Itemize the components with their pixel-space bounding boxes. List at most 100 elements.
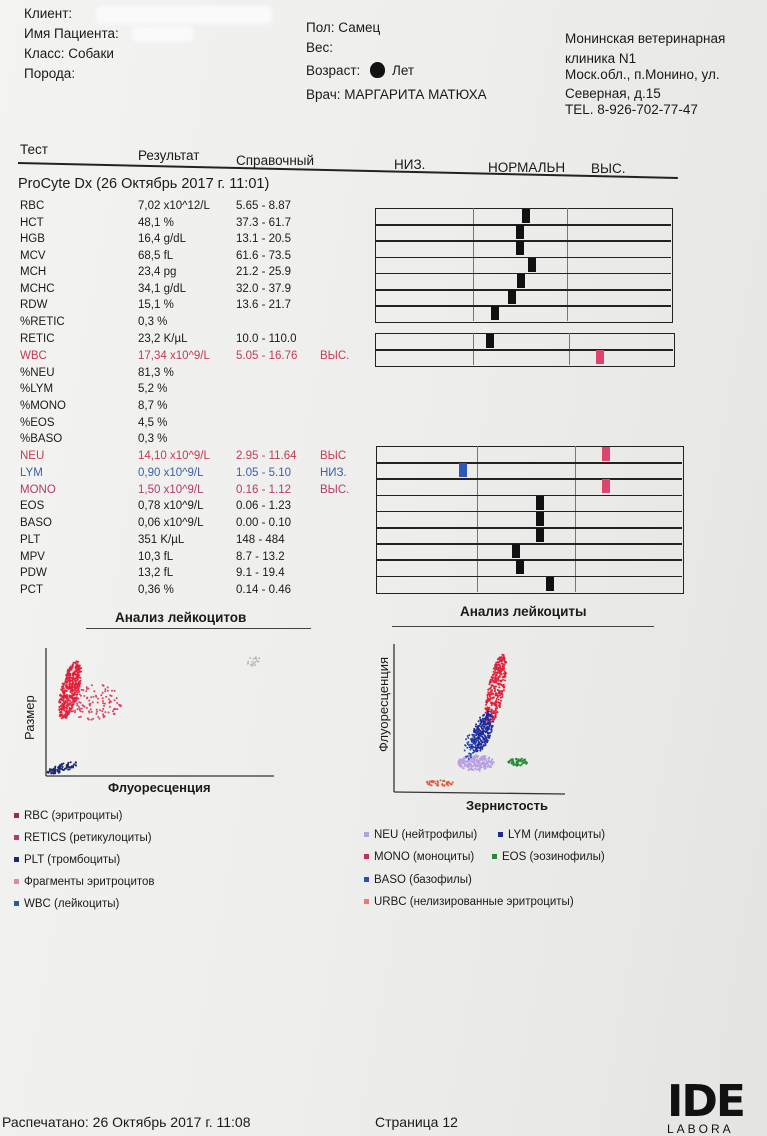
scatter-dot xyxy=(475,723,478,726)
scatter-dot xyxy=(486,714,488,717)
col-test: Тест xyxy=(20,142,48,157)
result-value: 1,50 x10^9/L xyxy=(138,484,204,496)
scatter-dot xyxy=(473,742,476,745)
scatter-dot xyxy=(468,744,470,747)
legend-swatch xyxy=(14,879,19,885)
scatter-dot xyxy=(480,763,483,766)
scatter-dot xyxy=(475,750,478,753)
scatter-dot xyxy=(64,684,67,687)
scatter-dot xyxy=(472,757,474,760)
scatter-dot xyxy=(436,780,439,783)
result-name: PCT xyxy=(20,584,43,596)
redacted-patient xyxy=(132,26,194,42)
scatter-dot xyxy=(457,762,460,765)
scatter-dot xyxy=(89,708,92,711)
scatter-dot xyxy=(486,727,489,730)
scatter-dot xyxy=(101,700,104,703)
scatter-dot xyxy=(64,710,67,713)
scatter-dot xyxy=(488,724,491,727)
result-name: PLT xyxy=(20,534,41,546)
scatter-dot xyxy=(494,715,497,718)
scatter-dot xyxy=(108,705,111,708)
result-reference: 13.6 - 21.7 xyxy=(236,299,291,311)
legend-swatch xyxy=(498,832,503,838)
scatter-dot xyxy=(475,740,478,743)
scatter-dot xyxy=(427,783,430,786)
scatter-dot xyxy=(491,718,494,721)
scatter-dot xyxy=(64,767,66,770)
scatter-dot xyxy=(471,733,474,736)
result-name: MONO xyxy=(20,484,56,496)
range-divider xyxy=(472,208,474,322)
scatter-dot xyxy=(491,678,494,681)
legend-swatch xyxy=(14,813,19,819)
scatter-dot xyxy=(474,737,477,740)
scatter-dot xyxy=(65,690,68,692)
scatter-dot xyxy=(484,744,487,747)
legend-item: URBC (нелизированные эритроциты) xyxy=(364,896,574,908)
range-marker-plt xyxy=(535,528,544,542)
result-reference: 148 - 484 xyxy=(236,534,285,546)
scatter-dot xyxy=(65,712,68,715)
result-value: 0,78 x10^9/L xyxy=(138,500,204,512)
scatter-dot xyxy=(477,739,480,742)
scatter-dot xyxy=(472,765,474,768)
scatter-dot xyxy=(492,692,495,695)
result-name: %EOS xyxy=(20,417,55,429)
scatter-dot xyxy=(501,678,504,681)
scatter-dot xyxy=(468,734,471,737)
scatter-dot xyxy=(484,765,487,768)
col-result: Результат xyxy=(138,148,200,163)
scatter-dot xyxy=(497,675,500,678)
scatter-dot xyxy=(469,764,472,767)
scatter-dot xyxy=(488,722,491,725)
scatter-dot xyxy=(483,734,486,737)
scatter-dot xyxy=(113,699,116,702)
scatter-dot xyxy=(58,706,61,708)
result-value: 81,3 % xyxy=(138,367,174,379)
scatter-dot xyxy=(103,702,106,705)
result-name: PDW xyxy=(20,567,47,579)
scatter-dot xyxy=(477,730,480,733)
scatter-dot xyxy=(77,669,80,672)
scatter-dot xyxy=(439,779,442,782)
scatter-dot xyxy=(479,765,482,768)
scatter-dot xyxy=(254,664,257,667)
scatter-dot xyxy=(488,725,491,728)
scatter-dot xyxy=(68,694,71,697)
result-name: RDW xyxy=(20,299,48,311)
scatter-dot xyxy=(62,700,65,702)
scatter-dot xyxy=(463,749,466,752)
scatter-dot xyxy=(104,688,107,691)
scatter-dot xyxy=(459,762,462,765)
scatter-dot xyxy=(480,719,483,722)
scatter-dot xyxy=(479,749,482,752)
scatter-dot xyxy=(478,767,481,770)
scatter-dot xyxy=(77,697,80,700)
scatter-dot xyxy=(54,769,56,772)
scatter-dot xyxy=(59,765,62,768)
redacted-age xyxy=(370,62,385,78)
scatter-dot xyxy=(109,694,112,697)
scatter-dot xyxy=(109,700,112,702)
scatter-dot xyxy=(481,727,484,730)
scatter-dot xyxy=(78,693,81,696)
scatter-dot xyxy=(490,728,493,730)
scatter-dot xyxy=(491,702,494,705)
scatter-dot xyxy=(473,740,476,743)
scatter-dot xyxy=(474,754,477,757)
scatter-dot xyxy=(118,703,121,706)
scatter-dot xyxy=(467,758,470,760)
scatter-dot xyxy=(74,686,77,689)
left-scatter-ylabel: Размер xyxy=(22,695,37,740)
range-marker-pct xyxy=(545,576,554,591)
scatter-dot xyxy=(252,657,255,660)
result-value: 10,3 fL xyxy=(138,551,174,563)
scatter-dot xyxy=(491,677,494,680)
result-reference: 1.05 - 5.10 xyxy=(236,467,291,479)
scatter-dot xyxy=(62,697,65,700)
scatter-dot xyxy=(74,672,77,675)
range-marker-neu xyxy=(602,447,611,461)
logo-subtext: LABORA xyxy=(667,1122,734,1136)
scatter-dot xyxy=(484,720,487,723)
